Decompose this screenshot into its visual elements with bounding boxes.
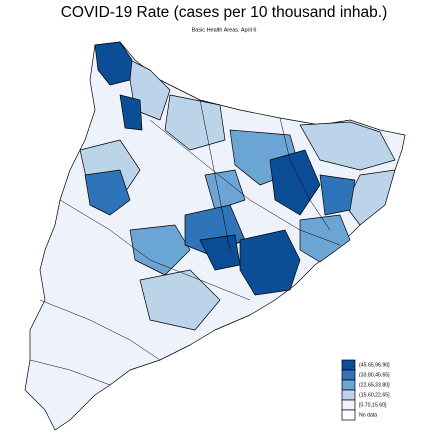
region xyxy=(119,94,143,131)
legend-label: (33.80,45.65] xyxy=(359,372,390,378)
legend-label: No data xyxy=(359,412,377,418)
legend-swatch xyxy=(341,399,356,411)
legend-label: [0.70,15.60] xyxy=(359,402,387,408)
region xyxy=(299,214,351,263)
region xyxy=(129,224,191,276)
region xyxy=(94,41,133,86)
region xyxy=(204,169,246,211)
map-subtitle: Basic Health Areas. April 6 xyxy=(192,27,257,33)
legend: (45.65,96.90] (33.80,45.65] (22.65,33.80] (… xyxy=(341,359,390,421)
map-regions xyxy=(24,41,406,431)
legend-swatch xyxy=(341,369,356,381)
region xyxy=(139,269,221,331)
legend-swatch xyxy=(341,359,356,371)
border xyxy=(59,199,251,301)
border xyxy=(149,119,341,246)
legend-swatch xyxy=(341,379,356,391)
legend-swatch xyxy=(341,389,356,401)
region xyxy=(84,169,131,216)
region xyxy=(164,94,226,151)
border xyxy=(199,99,231,251)
legend-swatch xyxy=(341,409,356,421)
region xyxy=(299,121,396,171)
border xyxy=(279,117,331,231)
legend-label: (45.65,96.90] xyxy=(359,362,390,368)
legend-label: (15.60,22.65] xyxy=(359,392,390,398)
region xyxy=(239,229,301,296)
border xyxy=(39,299,161,361)
region xyxy=(319,174,356,216)
region xyxy=(199,234,241,271)
area-borders xyxy=(29,99,341,386)
legend-label: (22.65,33.80] xyxy=(359,382,390,388)
border xyxy=(29,359,111,386)
map-title: COVID-19 Rate (cases per 10 thousand inh… xyxy=(61,4,388,21)
